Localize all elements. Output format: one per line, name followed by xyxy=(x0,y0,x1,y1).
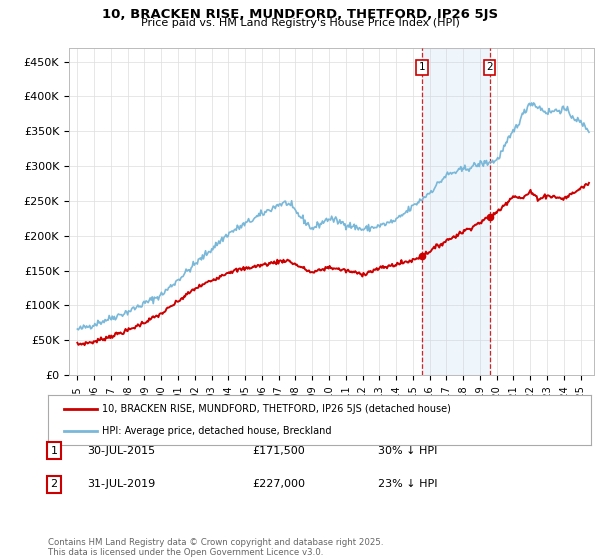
Text: 31-JUL-2019: 31-JUL-2019 xyxy=(87,479,155,489)
Bar xyxy=(422,48,490,375)
Text: 23% ↓ HPI: 23% ↓ HPI xyxy=(378,479,437,489)
Text: 2: 2 xyxy=(50,479,58,489)
Text: 10, BRACKEN RISE, MUNDFORD, THETFORD, IP26 5JS (detached house): 10, BRACKEN RISE, MUNDFORD, THETFORD, IP… xyxy=(103,404,451,414)
Text: Contains HM Land Registry data © Crown copyright and database right 2025.
This d: Contains HM Land Registry data © Crown c… xyxy=(48,538,383,557)
Text: 1: 1 xyxy=(419,62,426,72)
Text: 30-JUL-2015: 30-JUL-2015 xyxy=(87,446,155,456)
Text: 1: 1 xyxy=(50,446,58,456)
Text: £171,500: £171,500 xyxy=(252,446,305,456)
Text: £227,000: £227,000 xyxy=(252,479,305,489)
Text: 2: 2 xyxy=(486,62,493,72)
Text: 10, BRACKEN RISE, MUNDFORD, THETFORD, IP26 5JS: 10, BRACKEN RISE, MUNDFORD, THETFORD, IP… xyxy=(102,8,498,21)
Text: Price paid vs. HM Land Registry's House Price Index (HPI): Price paid vs. HM Land Registry's House … xyxy=(140,18,460,29)
Text: 30% ↓ HPI: 30% ↓ HPI xyxy=(378,446,437,456)
Text: HPI: Average price, detached house, Breckland: HPI: Average price, detached house, Brec… xyxy=(103,426,332,436)
